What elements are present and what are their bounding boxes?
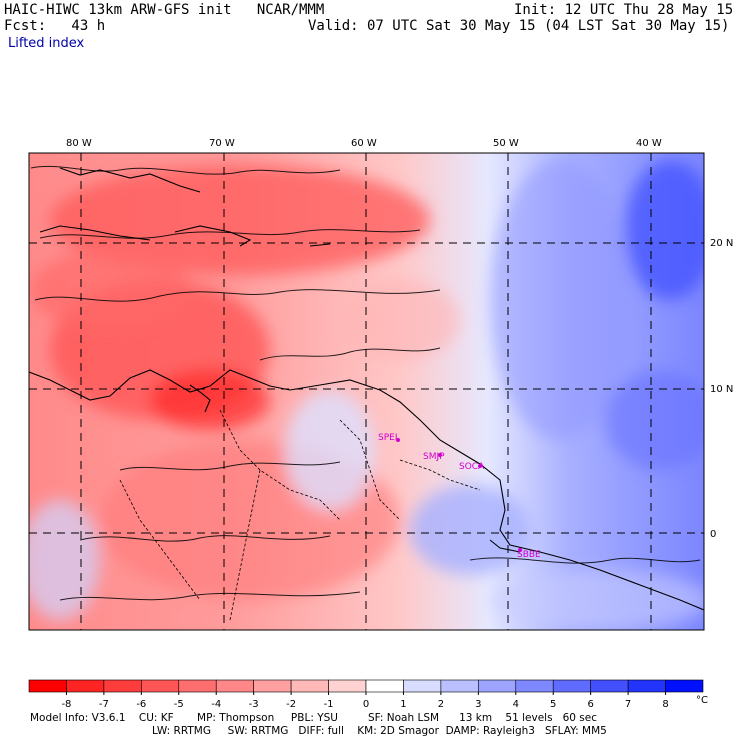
colorbar-tick-label: 5	[550, 699, 556, 710]
colorbar-tick-label: 0	[363, 699, 369, 710]
colorbar-swatch	[253, 679, 292, 693]
colorbar-tick-label: -8	[61, 699, 71, 710]
colorbar-swatch	[215, 679, 254, 693]
colorbar-tick-label: -7	[99, 699, 109, 710]
colorbar-swatch	[365, 679, 404, 693]
colorbar: -8 -7 -6 -5 -4 -3 -2 -1 0 1 2 3 4 5 6 7 8 °C	[28, 679, 708, 710]
lat-label: 0	[710, 529, 716, 540]
colorbar-swatch	[440, 679, 479, 693]
lon-label: 70 W	[209, 138, 235, 149]
colorbar-labels: -8 -7 -6 -5 -4 -3 -2 -1 0 1 2 3 4 5 6 7 8	[61, 692, 669, 710]
colorbar-swatch	[103, 679, 142, 693]
colorbar-tick-label: -3	[249, 699, 259, 710]
station-markers	[396, 438, 522, 552]
colorbar-tick-label: 7	[625, 699, 631, 710]
chart-title: HAIC-HIWC 13km ARW-GFS init NCAR/MMM	[4, 2, 325, 18]
colorbar-tick-label: 8	[662, 699, 668, 710]
colorbar-swatch	[590, 679, 629, 693]
init-time: Init: 12 UTC Thu 28 May 15	[514, 2, 734, 18]
colorbar-swatch	[141, 679, 180, 693]
colorbar-swatch	[328, 679, 367, 693]
colorbar-swatch	[478, 679, 517, 693]
colorbar-swatch	[515, 679, 554, 693]
field-name: Lifted index	[8, 36, 85, 51]
colorbar-swatch	[178, 679, 217, 693]
lon-label: 50 W	[493, 138, 519, 149]
colorbar-swatch	[627, 679, 666, 693]
map-figure: 80 W 70 W 60 W 50 W 40 W 20 N 10 N 0 SPE…	[28, 138, 733, 631]
colorbar-tick-label: -2	[286, 699, 296, 710]
lifted-index-field	[29, 153, 704, 630]
colorbar-tick-label: -6	[136, 699, 146, 710]
station-label: SPEL	[378, 433, 400, 443]
colorbar-swatches	[28, 679, 704, 693]
station-label: SBBE	[517, 550, 541, 560]
map-frame	[28, 152, 705, 631]
station-label: SMJP	[423, 452, 445, 462]
model-info-line-1: Model Info: V3.6.1 CU: KF MP: Thompson P…	[30, 712, 597, 724]
colorbar-tick-label: -5	[174, 699, 184, 710]
colorbar-swatch	[28, 679, 67, 693]
lon-label: 80 W	[66, 138, 92, 149]
colorbar-tick-label: 3	[475, 699, 481, 710]
lon-label: 40 W	[636, 138, 662, 149]
colorbar-swatch	[66, 679, 105, 693]
colorbar-swatch	[290, 679, 329, 693]
model-info-line-2: LW: RRTMG SW: RRTMG DIFF: full KM: 2D Sm…	[152, 725, 607, 737]
graticule	[29, 153, 704, 630]
colorbar-tick-label: 4	[513, 699, 519, 710]
lat-label: 10 N	[710, 384, 733, 395]
lon-label: 60 W	[351, 138, 377, 149]
colorbar-tick-label: 2	[438, 699, 444, 710]
colorbar-tick-label: -1	[324, 699, 334, 710]
colorbar-swatch	[665, 679, 704, 693]
colorbar-tick-label: 6	[587, 699, 593, 710]
colorbar-tick-label: -4	[211, 699, 221, 710]
forecast-hour: Fcst: 43 h	[4, 18, 106, 34]
colorbar-swatch	[552, 679, 591, 693]
station-label: SOCA	[459, 462, 485, 472]
colorbar-tick-label: 1	[400, 699, 406, 710]
lat-label: 20 N	[710, 238, 733, 249]
colorbar-unit: °C	[696, 695, 708, 706]
colorbar-swatch	[403, 679, 442, 693]
coastlines	[29, 167, 704, 611]
valid-time: Valid: 07 UTC Sat 30 May 15 (04 LST Sat …	[308, 18, 730, 34]
borders	[119, 409, 481, 621]
